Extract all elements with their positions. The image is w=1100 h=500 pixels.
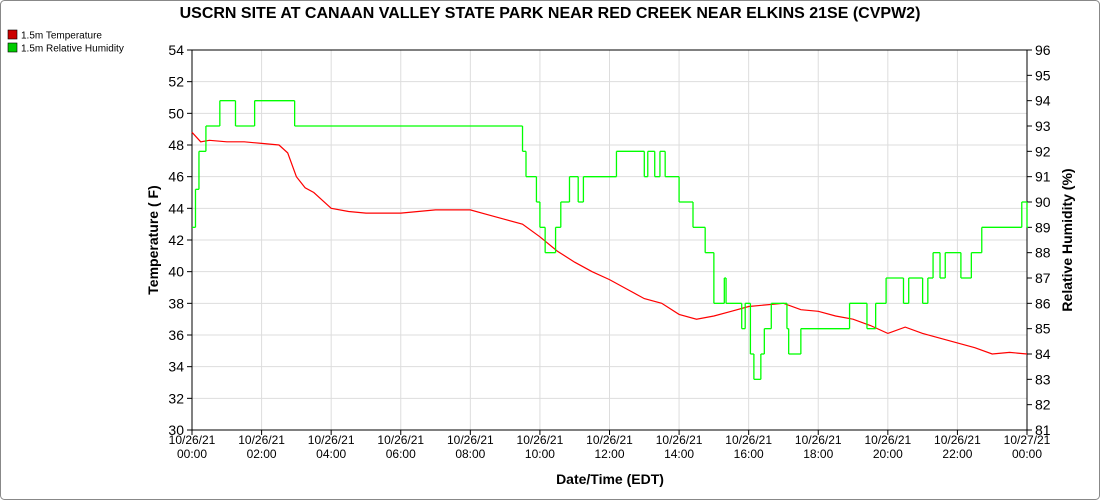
y2-axis-label: Relative Humidity (%) [1059, 168, 1075, 311]
plot-area [191, 49, 1028, 431]
y-tick-label: 52 [168, 74, 184, 90]
y-tick-label: 50 [168, 105, 184, 121]
y2-tick-label: 89 [1035, 219, 1051, 235]
y-tick-label: 48 [168, 137, 184, 153]
x-tick-label: 10/26/21 08:00 [446, 433, 494, 461]
x-tick-label: 10/26/21 00:00 [168, 433, 216, 461]
y-tick-label: 38 [168, 295, 184, 311]
y2-tick-label: 83 [1035, 371, 1051, 387]
legend-swatch [7, 42, 18, 53]
y-tick-label: 30 [168, 422, 184, 438]
x-tick-label: 10/26/21 04:00 [307, 433, 355, 461]
y2-tick-label: 96 [1035, 42, 1051, 58]
x-axis-label: Date/Time (EDT) [556, 471, 664, 487]
x-tick-label: 10/26/21 14:00 [655, 433, 703, 461]
y2-tick-label: 85 [1035, 321, 1051, 337]
y2-tick-label: 87 [1035, 270, 1051, 286]
y-tick-label: 54 [168, 42, 184, 58]
y2-tick-label: 81 [1035, 422, 1051, 438]
y2-tick-label: 94 [1035, 93, 1051, 109]
x-tick-label: 10/26/21 16:00 [725, 433, 773, 461]
x-tick-label: 10/26/21 22:00 [934, 433, 981, 461]
x-tick-label: 10/26/21 20:00 [864, 433, 912, 461]
x-tick-label: 10/26/21 10:00 [516, 433, 564, 461]
legend-label: 1.5m Relative Humidity [21, 44, 124, 55]
x-tick-label: 10/26/21 18:00 [794, 433, 842, 461]
y2-tick-label: 95 [1035, 67, 1051, 83]
x-tick-label: 10/26/21 06:00 [377, 433, 425, 461]
y2-tick-label: 88 [1035, 245, 1051, 261]
y-tick-label: 32 [168, 390, 184, 406]
y-tick-label: 42 [168, 232, 184, 248]
y-tick-label: 46 [168, 169, 184, 185]
y-tick-label: 34 [168, 359, 184, 375]
y2-tick-label: 82 [1035, 397, 1051, 413]
chart-title: USCRN SITE AT CANAAN VALLEY STATE PARK N… [180, 5, 921, 22]
y2-tick-label: 90 [1035, 194, 1051, 210]
y2-tick-label: 86 [1035, 295, 1051, 311]
legend-swatch [7, 29, 18, 40]
x-tick-label: 10/26/21 12:00 [586, 433, 633, 461]
x-tick-label: 10/27/21 00:00 [1003, 433, 1051, 461]
y-tick-label: 36 [168, 327, 184, 343]
y-axis-label: Temperature ( F) [145, 185, 161, 294]
y-tick-label: 44 [168, 200, 184, 216]
legend-label: 1.5m Temperature [21, 31, 102, 42]
y-tick-label: 40 [168, 264, 184, 280]
y2-tick-label: 91 [1035, 169, 1051, 185]
y2-tick-label: 92 [1035, 143, 1051, 159]
x-tick-label: 10/26/21 02:00 [238, 433, 285, 461]
y2-tick-label: 84 [1035, 346, 1051, 362]
y2-tick-label: 93 [1035, 118, 1051, 134]
